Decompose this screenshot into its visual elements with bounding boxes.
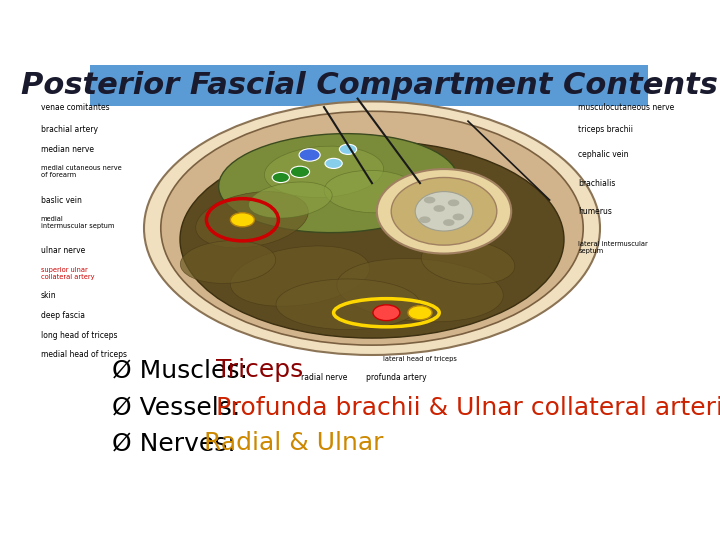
Circle shape xyxy=(373,305,400,321)
Circle shape xyxy=(299,148,320,161)
Text: Ø Nerves:: Ø Nerves: xyxy=(112,431,244,455)
FancyBboxPatch shape xyxy=(90,65,648,106)
Ellipse shape xyxy=(276,279,420,329)
Ellipse shape xyxy=(324,171,420,213)
Text: profunda artery: profunda artery xyxy=(366,373,426,382)
Ellipse shape xyxy=(264,146,384,198)
Text: Radial & Ulnar: Radial & Ulnar xyxy=(204,431,384,455)
Circle shape xyxy=(339,144,356,154)
Text: Ø Vessels:: Ø Vessels: xyxy=(112,396,248,420)
Text: Profunda brachii & Ulnar collateral arteries: Profunda brachii & Ulnar collateral arte… xyxy=(215,396,720,420)
Text: brachial artery: brachial artery xyxy=(41,125,98,134)
Text: Triceps: Triceps xyxy=(215,359,303,382)
Ellipse shape xyxy=(391,178,497,245)
Text: brachialis: brachialis xyxy=(578,179,616,187)
Text: humerus: humerus xyxy=(578,207,612,216)
Ellipse shape xyxy=(377,169,511,254)
Ellipse shape xyxy=(196,192,308,248)
Ellipse shape xyxy=(180,141,564,338)
Text: deep fascia: deep fascia xyxy=(41,311,85,320)
Circle shape xyxy=(408,306,432,320)
Ellipse shape xyxy=(161,111,583,345)
Circle shape xyxy=(433,205,445,212)
Circle shape xyxy=(272,172,289,183)
Circle shape xyxy=(453,213,464,220)
Text: lateral head of triceps: lateral head of triceps xyxy=(383,356,457,362)
Text: lateral intermuscular
septum: lateral intermuscular septum xyxy=(578,241,648,254)
Circle shape xyxy=(424,197,436,204)
Text: ulnar nerve: ulnar nerve xyxy=(41,246,85,255)
Ellipse shape xyxy=(144,102,600,355)
Text: Ø Muscles:: Ø Muscles: xyxy=(112,359,256,382)
Text: venae comitantes: venae comitantes xyxy=(41,103,109,112)
Text: baslic vein: baslic vein xyxy=(41,195,81,205)
Text: superior ulnar
collateral artery: superior ulnar collateral artery xyxy=(41,267,94,280)
Text: radial nerve: radial nerve xyxy=(301,373,347,382)
Text: medial cutaneous nerve
of forearm: medial cutaneous nerve of forearm xyxy=(41,165,122,178)
Text: triceps brachii: triceps brachii xyxy=(578,125,634,134)
Text: medial
intermuscular septum: medial intermuscular septum xyxy=(41,216,114,229)
Circle shape xyxy=(443,219,454,226)
Text: Posterior Fascial Compartment Contents: Posterior Fascial Compartment Contents xyxy=(21,71,717,100)
Circle shape xyxy=(230,213,254,227)
Circle shape xyxy=(448,199,459,206)
Ellipse shape xyxy=(219,133,458,233)
Text: long head of triceps: long head of triceps xyxy=(41,331,117,340)
Ellipse shape xyxy=(421,240,515,284)
Text: cephalic vein: cephalic vein xyxy=(578,151,629,159)
Text: musculocutaneous nerve: musculocutaneous nerve xyxy=(578,103,675,112)
Circle shape xyxy=(290,166,310,178)
Ellipse shape xyxy=(337,259,503,322)
Text: median nerve: median nerve xyxy=(41,145,94,154)
Text: skin: skin xyxy=(41,291,56,300)
Ellipse shape xyxy=(415,192,473,231)
Circle shape xyxy=(419,217,431,223)
Circle shape xyxy=(325,158,342,168)
Text: medial head of triceps: medial head of triceps xyxy=(41,350,127,360)
Ellipse shape xyxy=(180,241,276,284)
Ellipse shape xyxy=(230,246,369,306)
Ellipse shape xyxy=(248,182,332,218)
